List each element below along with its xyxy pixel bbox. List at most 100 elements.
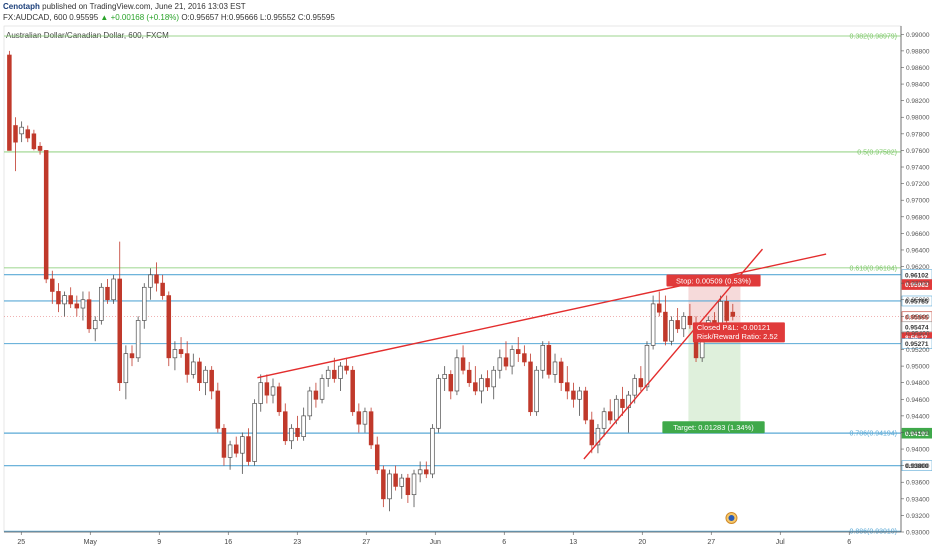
y-tick-label: 0.96400 bbox=[906, 247, 930, 254]
fib-level-label: 0.786(0.94194) bbox=[850, 430, 897, 437]
candle-body bbox=[368, 411, 374, 446]
x-tick-label: 9 bbox=[157, 539, 161, 546]
candle-body bbox=[632, 378, 637, 396]
candle-body bbox=[252, 403, 257, 462]
candle-body bbox=[117, 278, 122, 384]
candle-body bbox=[620, 398, 625, 408]
candle-body bbox=[497, 357, 503, 371]
price-label: 0.96102 bbox=[905, 272, 929, 279]
candle-body bbox=[240, 436, 245, 454]
y-tick-label: 0.93200 bbox=[906, 513, 930, 520]
candle-body bbox=[325, 369, 331, 379]
candle-body bbox=[276, 386, 282, 413]
closed-pnl-label: Closed P&L: -0.00121 bbox=[697, 323, 770, 332]
target-label: Target: 0.01283 (1.34%) bbox=[673, 423, 754, 432]
candle-body bbox=[534, 369, 539, 413]
candle-body bbox=[92, 320, 98, 330]
y-tick-label: 0.95600 bbox=[906, 314, 930, 321]
candle-body bbox=[191, 361, 196, 375]
x-tick-label: 27 bbox=[707, 539, 715, 546]
candle-body bbox=[466, 369, 472, 384]
fib-level-label: 0.5(0.97582) bbox=[857, 149, 897, 156]
candle-body bbox=[258, 382, 263, 404]
y-tick-label: 0.97600 bbox=[906, 148, 930, 155]
candle-body bbox=[105, 286, 110, 301]
y-tick-label: 0.93600 bbox=[906, 480, 930, 487]
candle-body bbox=[7, 54, 12, 151]
price-label: 0.93800 bbox=[905, 463, 929, 470]
candle-body bbox=[289, 427, 294, 442]
candle-body bbox=[479, 378, 484, 392]
price-label: 0.95474 bbox=[905, 324, 929, 331]
candle-body bbox=[528, 361, 533, 413]
candle-body bbox=[356, 411, 362, 425]
chart-title: Australian Dollar/Canadian Dollar, 600, … bbox=[6, 31, 169, 40]
candle-body bbox=[233, 444, 239, 454]
x-tick-label: Jun bbox=[430, 539, 441, 546]
candle-body bbox=[19, 126, 24, 135]
candle-body bbox=[178, 349, 184, 355]
x-tick-label: 6 bbox=[847, 539, 851, 546]
candle-body bbox=[577, 390, 582, 400]
candle-body bbox=[614, 398, 619, 421]
candle-body bbox=[50, 278, 55, 292]
price-change: +0.00168 (+0.18%) bbox=[110, 13, 180, 22]
candle-body bbox=[160, 282, 165, 296]
ohlc-values: O:0.95657 H:0.95666 L:0.95552 C:0.95595 bbox=[181, 13, 335, 22]
y-tick-label: 0.95800 bbox=[906, 297, 930, 304]
candle-body bbox=[687, 315, 693, 325]
candle-body bbox=[491, 369, 496, 388]
candle-body bbox=[424, 469, 429, 475]
candle-body bbox=[473, 382, 478, 392]
event-marker-dot bbox=[728, 515, 735, 521]
fib-level-label: 0.382(0.98979) bbox=[850, 34, 897, 41]
x-tick-label: 27 bbox=[362, 539, 370, 546]
candle-body bbox=[381, 469, 386, 500]
candle-body bbox=[565, 382, 570, 392]
candle-body bbox=[374, 444, 380, 471]
candle-body bbox=[436, 378, 441, 429]
y-tick-label: 0.96200 bbox=[906, 264, 930, 271]
candle-body bbox=[362, 411, 368, 425]
x-tick-label: 25 bbox=[17, 539, 25, 546]
candle-body bbox=[246, 436, 251, 462]
y-tick-label: 0.93400 bbox=[906, 496, 930, 503]
change-up-icon: ▲ bbox=[100, 13, 109, 22]
candle-body bbox=[503, 357, 509, 367]
price-label: 0.95983 bbox=[905, 282, 929, 289]
y-tick-label: 0.98200 bbox=[906, 98, 930, 105]
y-tick-label: 0.94400 bbox=[906, 413, 930, 420]
candle-body bbox=[638, 378, 644, 388]
y-tick-label: 0.99000 bbox=[906, 32, 930, 39]
candle-body bbox=[724, 301, 729, 321]
y-tick-label: 0.93000 bbox=[906, 530, 930, 537]
candle-body bbox=[197, 361, 202, 384]
candle-body bbox=[399, 477, 405, 487]
y-tick-label: 0.94200 bbox=[906, 430, 930, 437]
candle-body bbox=[62, 295, 67, 305]
y-tick-label: 0.97400 bbox=[906, 165, 930, 172]
price-label: 0.95595 bbox=[905, 314, 929, 321]
x-tick-label: 13 bbox=[569, 539, 577, 546]
candle-body bbox=[417, 469, 423, 475]
candle-body bbox=[669, 320, 674, 342]
candle-body bbox=[43, 150, 49, 280]
author-name[interactable]: Cenotaph bbox=[3, 2, 40, 11]
x-tick-label: May bbox=[84, 539, 98, 546]
candle-body bbox=[583, 390, 588, 421]
candle-body bbox=[68, 295, 73, 305]
candle-body bbox=[129, 353, 135, 359]
candle-body bbox=[123, 353, 129, 384]
y-tick-label: 0.98400 bbox=[906, 82, 930, 89]
candle-body bbox=[172, 349, 178, 359]
risk-reward-label: Risk/Reward Ratio: 2.52 bbox=[697, 332, 778, 341]
stop-label-box bbox=[666, 274, 761, 287]
candle-body bbox=[442, 374, 447, 379]
candle-body bbox=[571, 390, 576, 400]
candle-body bbox=[148, 274, 153, 288]
candle-body bbox=[166, 295, 172, 359]
y-tick-label: 0.98800 bbox=[906, 48, 930, 55]
candle-body bbox=[283, 411, 288, 442]
candle-body bbox=[209, 369, 214, 392]
